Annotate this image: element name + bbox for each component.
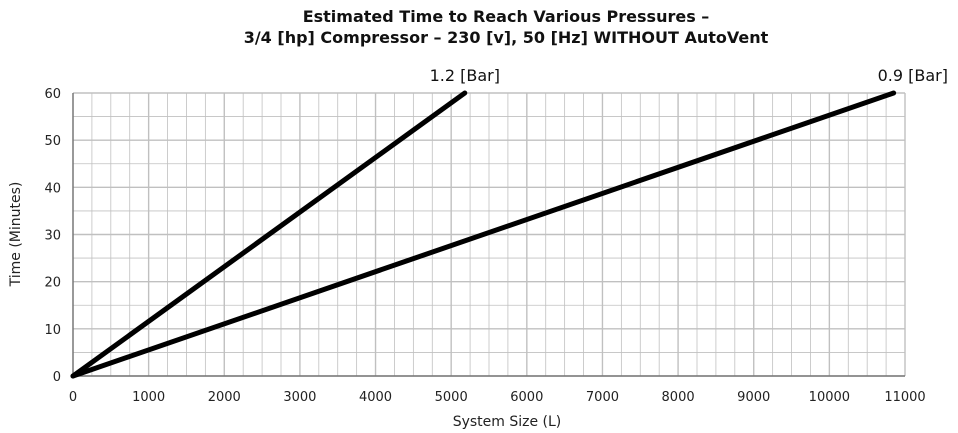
x-tick-label: 2000 (208, 390, 241, 405)
x-tick-label: 9000 (737, 390, 770, 405)
grid (72, 92, 906, 377)
y-axis-ticks: 0 10 20 30 40 50 60 (44, 87, 61, 385)
chart-title-line-2: 3/4 [hp] Compressor – 230 [v], 50 [Hz] W… (244, 28, 769, 47)
series-label-2: 0.9 [Bar] (878, 66, 948, 85)
y-axis-label: Time (Minutes) (8, 182, 24, 288)
x-tick-label: 1000 (132, 390, 165, 405)
series-label-1: 1.2 [Bar] (430, 66, 500, 85)
x-tick-label: 5000 (435, 390, 468, 405)
y-tick-label: 50 (44, 134, 61, 149)
chart-title-line-1: Estimated Time to Reach Various Pressure… (303, 7, 710, 26)
x-tick-label: 7000 (586, 390, 619, 405)
y-tick-label: 30 (44, 229, 61, 244)
x-axis-label: System Size (L) (453, 414, 562, 430)
x-axis-ticks: 0 1000 2000 3000 4000 5000 6000 7000 8000 9000 100… (69, 390, 926, 405)
x-tick-label: 3000 (283, 390, 316, 405)
x-tick-label: 4000 (359, 390, 392, 405)
x-tick-label: 0 (69, 390, 77, 405)
y-tick-label: 0 (53, 370, 61, 385)
y-tick-label: 40 (44, 181, 61, 196)
y-tick-label: 60 (44, 87, 61, 102)
y-tick-label: 10 (44, 323, 61, 338)
series-line-1 (70, 90, 468, 379)
y-tick-label: 20 (44, 276, 61, 291)
x-tick-label: 10000 (809, 390, 850, 405)
series-line-2 (70, 90, 897, 379)
x-tick-label: 8000 (662, 390, 695, 405)
series-labels: 1.2 [Bar] 0.9 [Bar] (430, 66, 948, 85)
x-tick-label: 11000 (884, 390, 925, 405)
series-lines (70, 90, 897, 379)
x-tick-label: 6000 (510, 390, 543, 405)
